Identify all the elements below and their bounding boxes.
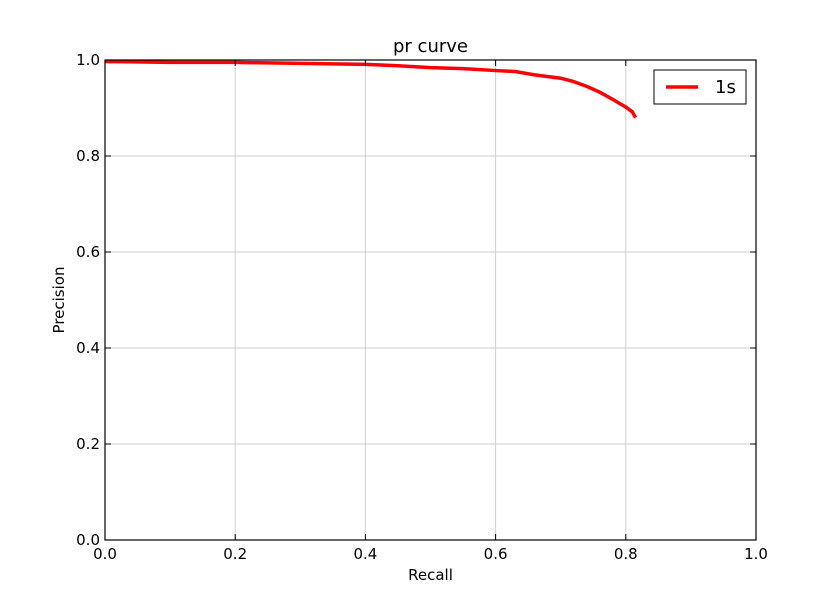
- x-tick-label: 1.0: [744, 545, 768, 563]
- chart-title: pr curve: [393, 36, 468, 57]
- x-tick-label: 0.2: [223, 545, 247, 563]
- y-tick-label: 0.8: [76, 147, 100, 165]
- x-tick-label: 0.0: [93, 545, 117, 563]
- x-tick-label: 0.6: [484, 545, 508, 563]
- legend-label-1s: 1s: [715, 77, 736, 98]
- legend: 1s: [653, 69, 747, 105]
- series-layer: [104, 59, 638, 119]
- x-tick-label: 0.4: [353, 545, 377, 563]
- plot-frame: [104, 59, 757, 541]
- grid: [105, 60, 756, 540]
- ticks: 0.0 0.2 0.4 0.6 0.8 1.0 0.0 0.2 0.4 0.6 0.8 1.0: [76, 51, 768, 563]
- y-tick-label: 0.2: [76, 435, 100, 453]
- y-tick-label: 0.4: [76, 339, 100, 357]
- x-axis-label: Recall: [408, 566, 453, 584]
- y-axis-label: Precision: [50, 267, 68, 334]
- series-line-1s: [104, 59, 638, 119]
- y-tick-label: 0.0: [76, 531, 100, 549]
- y-tick-label: 0.6: [76, 243, 100, 261]
- y-tick-label: 1.0: [76, 51, 100, 69]
- x-tick-label: 0.8: [614, 545, 638, 563]
